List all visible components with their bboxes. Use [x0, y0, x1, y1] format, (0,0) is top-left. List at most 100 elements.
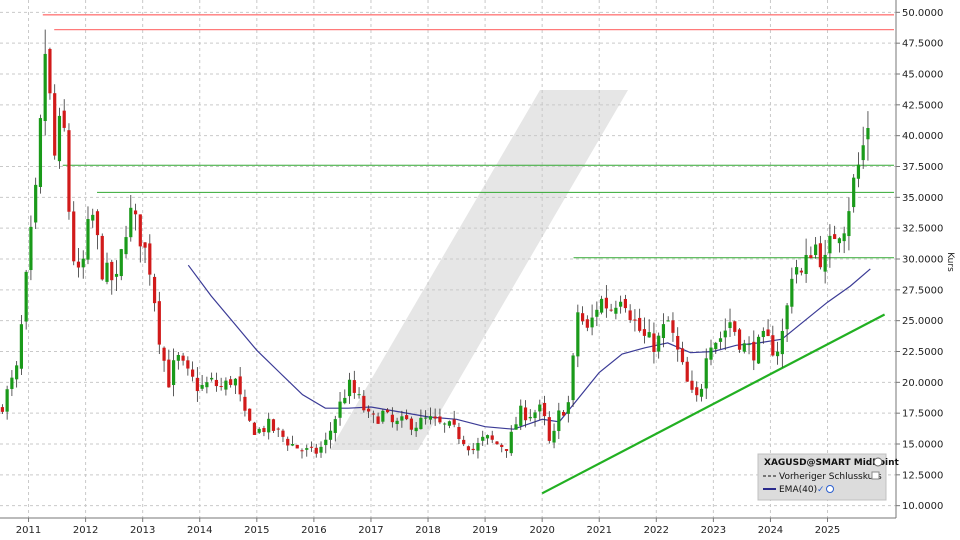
candle-body: [409, 418, 413, 430]
candle-body: [19, 324, 24, 369]
y-tick-label: 15.0000: [902, 440, 943, 451]
y-tick-label: 37.5000: [902, 162, 943, 173]
candles: [0, 29, 870, 459]
candle-body: [814, 244, 818, 256]
candle-body: [752, 341, 756, 361]
candle-body: [34, 184, 38, 223]
trendline: [541, 313, 886, 495]
candle-body: [466, 446, 471, 451]
candle-body: [157, 301, 161, 345]
legend-checkbox-previous-close[interactable]: [871, 471, 880, 480]
candle-body: [676, 335, 680, 350]
candle-body: [704, 358, 708, 389]
candle-body: [214, 379, 218, 387]
candle-body: [538, 404, 542, 412]
candle-body: [756, 336, 761, 364]
candle-body: [276, 428, 280, 430]
y-tick-label: 35.0000: [902, 193, 943, 204]
legend-title: XAGUSD@SMART MidPoint: [764, 458, 900, 468]
candle-body: [57, 115, 62, 162]
candle-body: [100, 235, 104, 280]
candle-body: [647, 332, 651, 338]
candle-body: [523, 407, 528, 421]
candle-body: [761, 330, 765, 338]
candle-body: [152, 276, 157, 304]
candle-body: [333, 419, 337, 433]
candle-body: [447, 421, 452, 426]
candle-body: [671, 320, 675, 333]
candle-body: [248, 408, 252, 421]
candle-body: [105, 262, 109, 282]
candle-body: [504, 449, 509, 451]
candle-body: [747, 344, 751, 346]
settings-icon[interactable]: [826, 485, 834, 493]
candle-body: [110, 261, 114, 281]
candle-body: [233, 378, 238, 386]
candle-body: [205, 382, 209, 388]
candle-body: [566, 402, 570, 414]
x-tick-label: 2014: [187, 525, 212, 536]
candle-body: [181, 355, 185, 361]
candle-body: [138, 214, 142, 247]
candle-body: [500, 444, 504, 448]
candle-body: [67, 130, 71, 212]
candle-body: [352, 380, 356, 393]
x-tick-label: 2017: [358, 525, 383, 536]
x-tick-label: 2011: [16, 525, 41, 536]
candle-body: [771, 335, 775, 356]
candle-body: [300, 450, 304, 452]
candle-body: [167, 359, 171, 388]
candle-body: [38, 118, 43, 187]
info-icon[interactable]: [873, 457, 883, 467]
candle-body: [595, 309, 599, 317]
candle-body: [129, 207, 133, 238]
candle-body: [828, 235, 832, 254]
candle-body: [571, 355, 575, 401]
candle-body: [657, 335, 661, 352]
candle-body: [490, 435, 494, 440]
candle-body: [847, 211, 851, 237]
candle-body: [547, 417, 551, 441]
candle-body: [457, 427, 461, 440]
candle-body: [856, 164, 861, 179]
candle-body: [714, 342, 718, 350]
candle-body: [476, 442, 480, 451]
y-tick-label: 22.5000: [902, 347, 943, 358]
candle-body: [405, 415, 409, 420]
candle-body: [15, 365, 19, 380]
candle-body: [81, 258, 85, 268]
candle-body: [43, 53, 47, 122]
candle-body: [495, 441, 499, 445]
x-tick-label: 2012: [73, 525, 98, 536]
candle-body: [343, 397, 347, 404]
candle-body: [471, 448, 475, 451]
candle-body: [785, 305, 789, 330]
candle-body: [238, 376, 242, 395]
candle-body: [690, 380, 694, 390]
candle-body: [124, 237, 128, 255]
candle-body: [390, 414, 394, 423]
candle-body: [833, 234, 837, 240]
candle-body: [219, 386, 223, 388]
y-tick-label: 42.5000: [902, 100, 943, 111]
candle-body: [257, 428, 261, 433]
candle-body: [809, 255, 813, 259]
candle-body: [576, 312, 580, 357]
x-tick-label: 2024: [758, 525, 783, 536]
x-axis-ticks: 2011 2012 2013 2014 2015 2016 2017 2018 2019 2020…: [16, 518, 840, 536]
candle-body: [438, 416, 442, 423]
candle-body: [533, 412, 537, 419]
candle-body: [176, 354, 180, 361]
x-tick-label: 2023: [701, 525, 726, 536]
candle-body: [561, 411, 566, 416]
candle-body: [623, 298, 627, 309]
candle-body: [552, 430, 556, 443]
candle-body: [24, 271, 28, 322]
check-icon[interactable]: ✓: [817, 485, 825, 495]
candle-body: [600, 298, 604, 313]
candle-body: [775, 351, 780, 357]
candle-body: [267, 418, 271, 433]
candle-body: [281, 430, 285, 437]
candle-body: [366, 408, 371, 412]
